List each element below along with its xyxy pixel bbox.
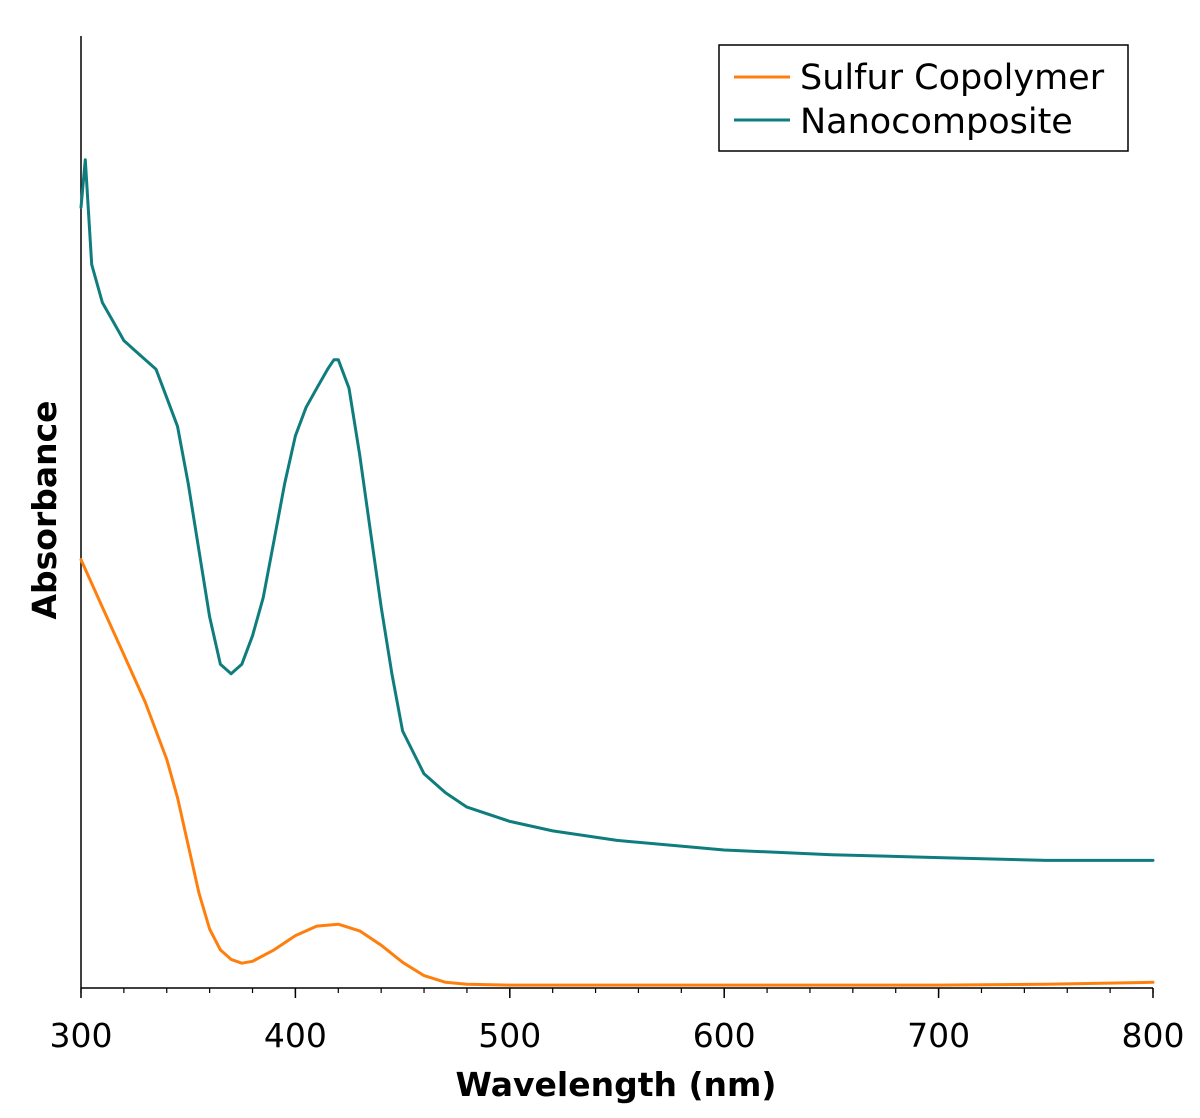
legend-box	[718, 44, 1129, 152]
y-axis-title: Absorbance	[25, 400, 64, 619]
x-tick-label: 600	[693, 1016, 756, 1055]
legend: Sulfur Copolymer Nanocomposite	[718, 44, 1129, 152]
legend-label-nanocomposite: Nanocomposite	[800, 102, 1073, 142]
series-line-nanocomposite	[79, 158, 1155, 862]
x-tick-label: 400	[264, 1016, 327, 1055]
x-tick-label: 700	[907, 1016, 970, 1055]
x-tick-label: 800	[1122, 1016, 1185, 1055]
legend-label-sulfur-copolymer: Sulfur Copolymer	[800, 58, 1105, 98]
axes: 300 400 500 600 700 800	[50, 36, 1185, 1055]
x-tick-label: 300	[50, 1016, 113, 1055]
series-layer	[79, 158, 1155, 987]
x-axis-title: Wavelength (nm)	[456, 1065, 777, 1104]
x-tick-label: 500	[478, 1016, 541, 1055]
series-line-sulfur-copolymer	[79, 558, 1155, 987]
